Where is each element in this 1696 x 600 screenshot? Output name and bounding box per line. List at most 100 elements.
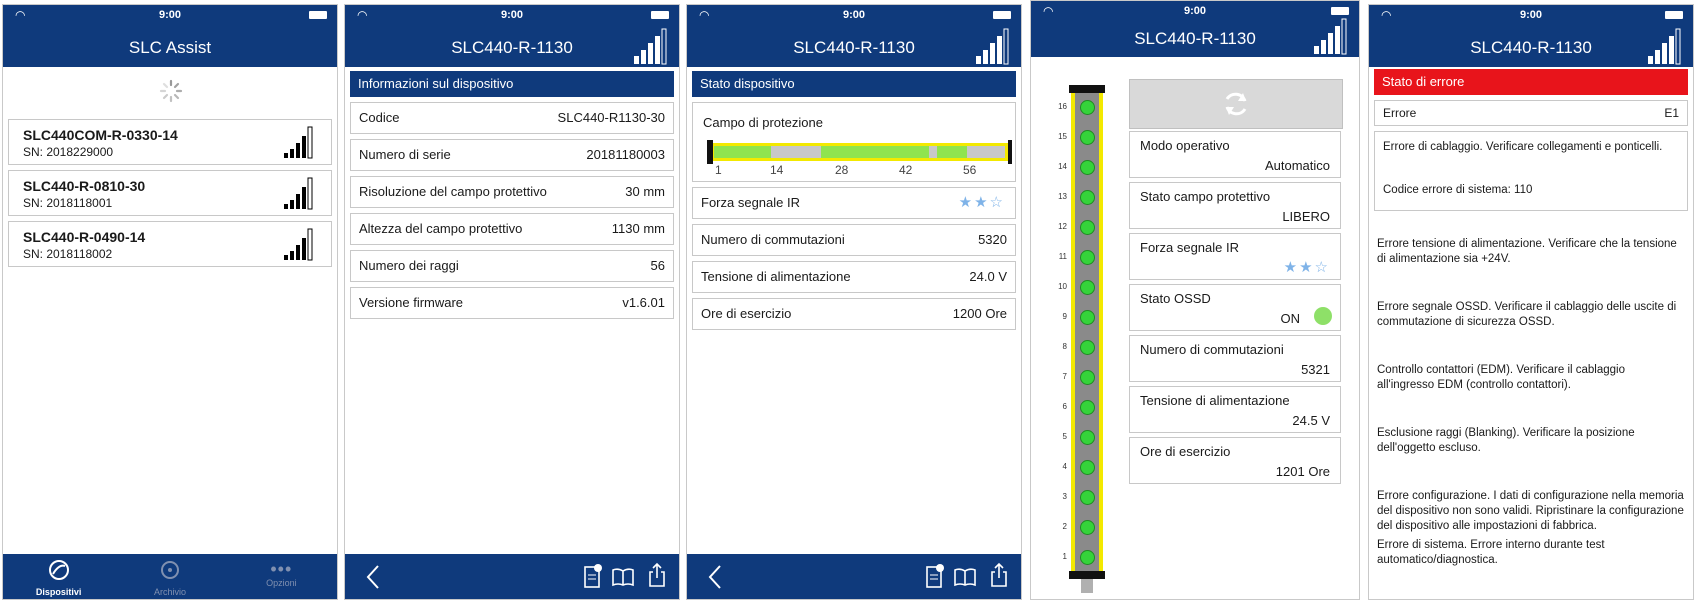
protection-field-bar xyxy=(707,140,1012,164)
device-serial: SN: 2018118001 xyxy=(23,196,113,210)
status-row-hours: Ore di esercizio 1200 Ore xyxy=(692,298,1016,330)
refresh-button[interactable] xyxy=(1129,79,1343,129)
report-icon[interactable] xyxy=(925,563,945,589)
ossd-status-light xyxy=(1314,307,1332,325)
wifi-icon: ◠ xyxy=(1381,8,1392,22)
card-label: Stato campo protettivo xyxy=(1140,189,1271,204)
beam-status-dot xyxy=(1080,100,1095,115)
tab-dispositivi[interactable]: Dispositivi xyxy=(3,554,114,599)
status-time: 9:00 xyxy=(158,9,182,21)
back-chevron-icon[interactable] xyxy=(707,564,723,590)
row-label: Tensione di alimentazione xyxy=(701,269,851,284)
device-list-item[interactable]: SLC440-R-0810-30 SN: 2018118001 xyxy=(8,170,332,216)
card-value: LIBERO xyxy=(1282,209,1330,224)
error-message: Errore tensione di alimentazione. Verifi… xyxy=(1377,238,1677,265)
curtain-top-cap xyxy=(1069,85,1105,93)
voltage-card: Tensione di alimentazione 24.5 V xyxy=(1129,386,1341,433)
row-label: Versione firmware xyxy=(359,295,464,310)
row-label: Ore di esercizio xyxy=(701,306,792,321)
device-list-item[interactable]: SLC440-R-0490-14 SN: 2018118002 xyxy=(8,221,332,267)
beam-status-dot xyxy=(1080,490,1095,505)
manual-book-icon[interactable] xyxy=(953,567,977,587)
battery-icon xyxy=(993,11,1011,19)
curtain-bottom-cap xyxy=(1069,571,1105,579)
device-list-item[interactable]: SLC440COM-R-0330-14 SN: 2018229000 xyxy=(8,119,332,165)
beam-status-dot xyxy=(1080,460,1095,475)
row-label: Numero di commutazioni xyxy=(701,232,845,247)
tab-opzioni[interactable]: ••• Opzioni xyxy=(226,554,337,599)
row-label: Risoluzione del campo protettivo xyxy=(359,184,547,199)
beam-number: 3 xyxy=(1062,492,1067,501)
row-value: E1 xyxy=(1664,106,1679,120)
nav-bar: SLC Assist xyxy=(3,27,337,67)
share-icon[interactable] xyxy=(647,562,667,588)
battery-icon xyxy=(1665,11,1683,19)
ir-signal-row: Forza segnale IR ★★☆ xyxy=(692,187,1016,219)
beam-number: 11 xyxy=(1058,252,1067,261)
battery-icon xyxy=(1331,7,1349,15)
nav-bar: SLC440-R-1130 xyxy=(345,27,679,67)
page-title: SLC440-R-1130 xyxy=(1134,29,1256,48)
beam-indicator: 5 xyxy=(1063,425,1099,452)
curtain-connector xyxy=(1081,579,1093,593)
signal-strength-icon xyxy=(1648,28,1681,65)
section-header: Informazioni sul dispositivo xyxy=(350,71,674,97)
row-value: SLC440-R1130-30 xyxy=(557,110,665,125)
signal-strength-icon xyxy=(284,177,313,210)
page-title: SLC440-R-1130 xyxy=(1470,38,1592,57)
battery-icon xyxy=(309,11,327,19)
share-icon[interactable] xyxy=(989,562,1009,588)
protection-field-card: Campo di protezione 1 14 28 42 56 xyxy=(692,102,1016,182)
error-message: Errore configurazione. I dati di configu… xyxy=(1377,490,1684,532)
nav-bar: SLC440-R-1130 xyxy=(1031,18,1359,57)
ossd-status-card: Stato OSSD ON xyxy=(1129,284,1341,331)
card-value: 5321 xyxy=(1301,362,1330,377)
back-chevron-icon[interactable] xyxy=(365,564,381,590)
beam-indicator: 1 xyxy=(1063,545,1099,572)
row-label: Numero di serie xyxy=(359,147,451,162)
device-serial: SN: 2018229000 xyxy=(23,145,114,159)
status-row-voltage: Tensione di alimentazione 24.0 V xyxy=(692,261,1016,293)
beam-number: 5 xyxy=(1062,432,1067,441)
error-code-row: Errore E1 xyxy=(1374,100,1688,126)
screen-beam-status: ◠ 9:00 SLC440-R-1130 16 15 14 13 12 11 1… xyxy=(1030,0,1360,600)
tab-bar: Dispositivi Archivio ••• Opzioni xyxy=(3,554,337,599)
devices-icon xyxy=(48,560,69,580)
beam-indicator: 13 xyxy=(1058,185,1099,212)
info-row-firmware: Versione firmware v1.6.01 xyxy=(350,287,674,319)
status-time: 9:00 xyxy=(1183,5,1207,17)
beam-status-dot xyxy=(1080,190,1095,205)
page-title: SLC440-R-1130 xyxy=(793,38,915,57)
device-serial: SN: 2018118002 xyxy=(23,247,113,261)
status-bar: ◠ 9:00 xyxy=(1031,1,1359,23)
status-time: 9:00 xyxy=(1519,9,1543,21)
row-label: Forza segnale IR xyxy=(701,195,800,210)
tab-archivio[interactable]: Archivio xyxy=(114,554,225,599)
manual-book-icon[interactable] xyxy=(611,567,635,587)
row-value: v1.6.01 xyxy=(622,295,665,310)
wifi-icon: ◠ xyxy=(699,8,710,22)
ir-signal-card: Forza segnale IR ★★☆ xyxy=(1129,233,1341,280)
beam-status-dot xyxy=(1080,550,1095,565)
signal-strength-icon xyxy=(284,126,313,159)
card-label: Campo di protezione xyxy=(703,115,823,130)
row-label: Altezza del campo protettivo xyxy=(359,221,523,236)
status-bar: ◠ 9:00 xyxy=(687,5,1021,27)
beam-status-dot xyxy=(1080,370,1095,385)
wifi-icon: ◠ xyxy=(1043,4,1054,18)
beam-indicator: 4 xyxy=(1063,455,1099,482)
row-value: 1200 Ore xyxy=(952,306,1007,321)
card-value: 1201 Ore xyxy=(1275,464,1330,479)
nav-bar: SLC440-R-1130 xyxy=(1369,27,1693,67)
info-row-resolution: Risoluzione del campo protettivo 30 mm xyxy=(350,176,674,208)
tick-label: 14 xyxy=(770,163,784,177)
beam-status-dot xyxy=(1080,400,1095,415)
screen-device-status: ◠ 9:00 SLC440-R-1130 Stato dispositivo C… xyxy=(686,4,1022,600)
beam-indicator: 12 xyxy=(1058,215,1099,242)
report-icon[interactable] xyxy=(583,563,603,589)
status-time: 9:00 xyxy=(842,9,866,21)
error-message: Controllo contattori (EDM). Verificare i… xyxy=(1377,364,1625,391)
beam-status-dot xyxy=(1080,340,1095,355)
beam-status-dot xyxy=(1080,250,1095,265)
status-bar: ◠ 9:00 xyxy=(1369,5,1693,27)
